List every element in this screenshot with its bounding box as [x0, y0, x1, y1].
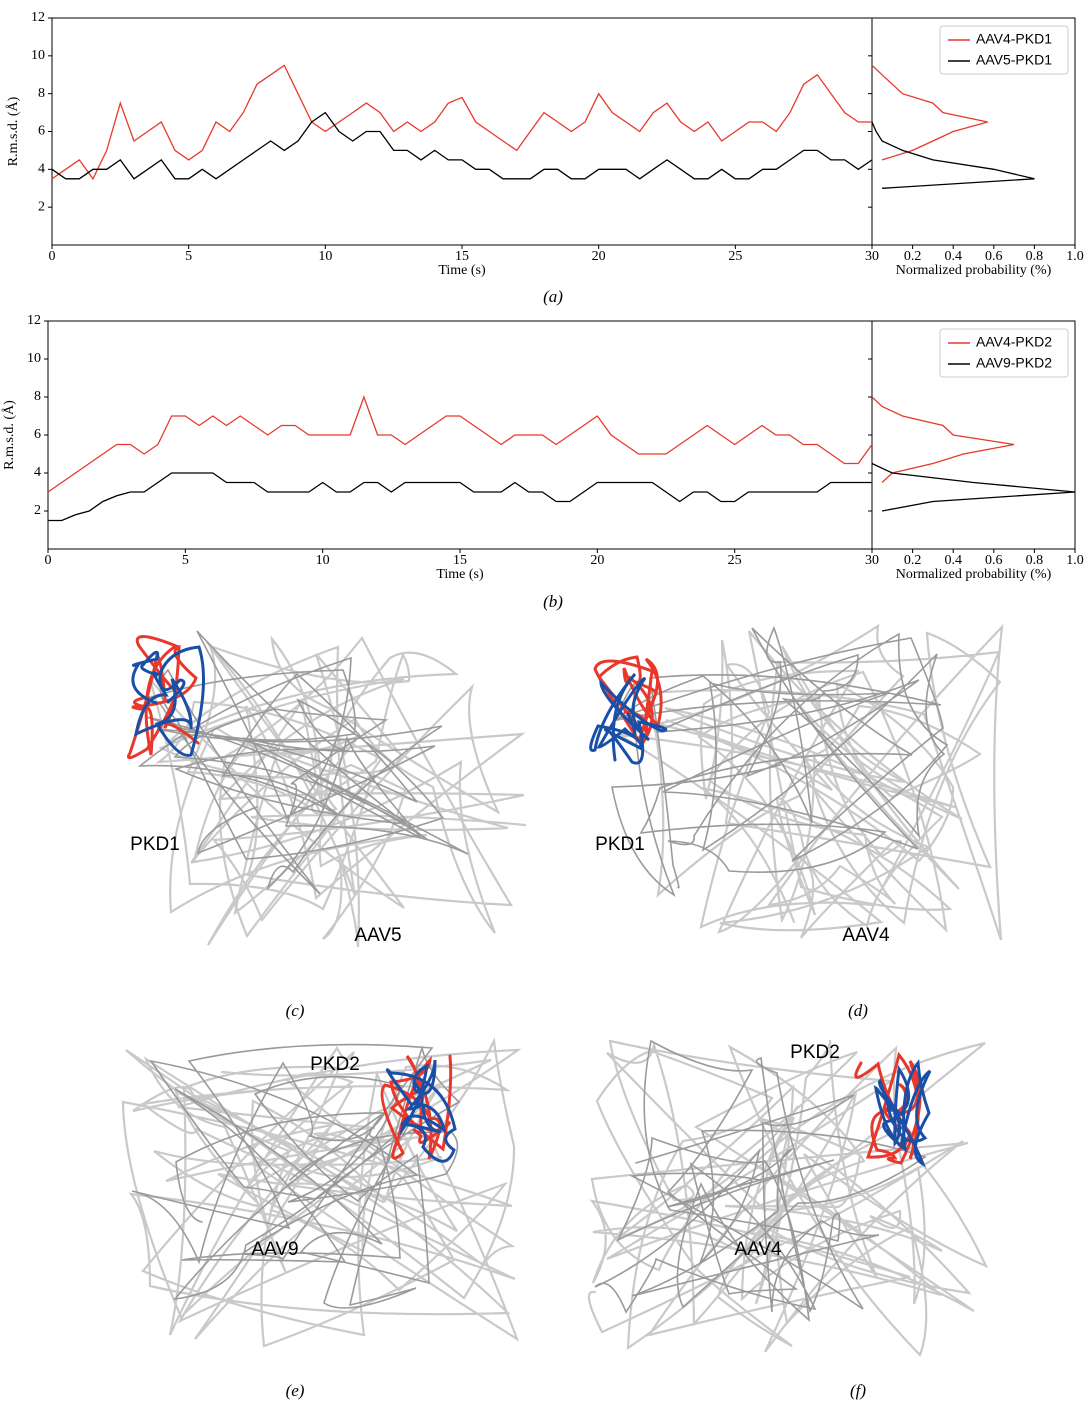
x-tick-label: 20 — [590, 553, 604, 568]
y-tick-label: 8 — [38, 86, 45, 101]
y-tick-label: 10 — [27, 351, 41, 366]
x-tick-label: 0 — [49, 249, 56, 264]
hist-x-tick-label: 0.4 — [944, 553, 962, 568]
y-tick-label: 10 — [31, 48, 45, 63]
hist-x-tick-label: 1.0 — [1066, 553, 1084, 568]
y-tick-label: 6 — [38, 124, 45, 139]
x-tick-label: 15 — [453, 553, 467, 568]
structure-image — [123, 1041, 518, 1346]
x-tick-label: 10 — [318, 249, 332, 264]
figure: 24681012051015202530Time (s)R.m.s.d. (Å)… — [0, 0, 1090, 1409]
x-tick-label: 25 — [728, 553, 742, 568]
molecule-label: PKD2 — [310, 1054, 360, 1075]
molecule-label: AAV4 — [734, 1239, 782, 1260]
hist-x-tick-label: 0.2 — [904, 553, 922, 568]
legend-label: AAV4-PKD2 — [976, 334, 1052, 350]
x-axis-label: Time (s) — [436, 567, 484, 582]
hist-x-tick-label: 0.2 — [904, 249, 922, 264]
y-tick-label: 12 — [31, 10, 45, 25]
molecule-label: PKD1 — [595, 834, 645, 855]
series-line — [48, 397, 872, 492]
y-tick-label: 2 — [34, 503, 41, 518]
structure-image — [589, 1040, 986, 1355]
hist-line — [872, 65, 988, 160]
molecule-label: PKD1 — [130, 834, 180, 855]
caption: (a) — [543, 287, 563, 306]
hist-x-tick-label: 0.6 — [985, 249, 1003, 264]
page: {"chart_data":[ {"type":"line","caption"… — [0, 0, 1090, 1409]
hist-line — [872, 397, 1014, 483]
y-tick-label: 4 — [38, 162, 45, 177]
legend-label: AAV9-PKD2 — [976, 355, 1052, 371]
structure-image — [128, 631, 525, 947]
hist-x-tick-label: 0.4 — [944, 249, 962, 264]
series-line — [48, 473, 872, 521]
x-tick-label: 5 — [185, 249, 192, 264]
molecule-label: AAV5 — [354, 925, 401, 946]
hist-x-tick-label: 0.8 — [1026, 249, 1044, 264]
y-tick-label: 12 — [27, 313, 41, 328]
x-tick-label: 5 — [182, 553, 189, 568]
y-tick-label: 6 — [34, 427, 41, 442]
ribbon — [128, 637, 198, 758]
x-tick-label: 0 — [45, 553, 52, 568]
hist-x-tick-label: 0.8 — [1026, 553, 1044, 568]
legend-label: AAV4-PKD1 — [976, 31, 1052, 47]
caption: (c) — [286, 1001, 305, 1020]
x-tick-label: 15 — [455, 249, 469, 264]
hist-x-tick-label: 0.6 — [985, 553, 1003, 568]
structure-image — [591, 626, 1002, 940]
y-axis-label: R.m.s.d. (Å) — [1, 400, 17, 470]
ribbon — [589, 1040, 986, 1355]
x-tick-label: 30 — [865, 553, 879, 568]
y-axis-label: R.m.s.d. (Å) — [5, 96, 21, 166]
legend-label: AAV5-PKD1 — [976, 52, 1052, 68]
caption: (e) — [286, 1381, 305, 1400]
x-tick-label: 30 — [865, 249, 879, 264]
caption: (b) — [543, 592, 563, 611]
caption: (f) — [850, 1381, 866, 1400]
molecule-label: AAV4 — [842, 925, 890, 946]
x-tick-label: 25 — [728, 249, 742, 264]
y-tick-label: 8 — [34, 389, 41, 404]
axes-frame — [48, 321, 1075, 549]
molecule-label: AAV9 — [251, 1239, 298, 1260]
x-tick-label: 20 — [592, 249, 606, 264]
y-tick-label: 4 — [34, 465, 41, 480]
hist-x-axis-label: Normalized probability (%) — [896, 263, 1052, 278]
hist-x-axis-label: Normalized probability (%) — [896, 567, 1052, 582]
y-tick-label: 2 — [38, 199, 45, 214]
series-line — [52, 65, 872, 179]
axes-frame — [52, 18, 1075, 245]
x-axis-label: Time (s) — [438, 263, 486, 278]
hist-x-tick-label: 1.0 — [1066, 249, 1084, 264]
caption: (d) — [848, 1001, 868, 1020]
molecule-label: PKD2 — [790, 1042, 840, 1063]
x-tick-label: 10 — [316, 553, 330, 568]
